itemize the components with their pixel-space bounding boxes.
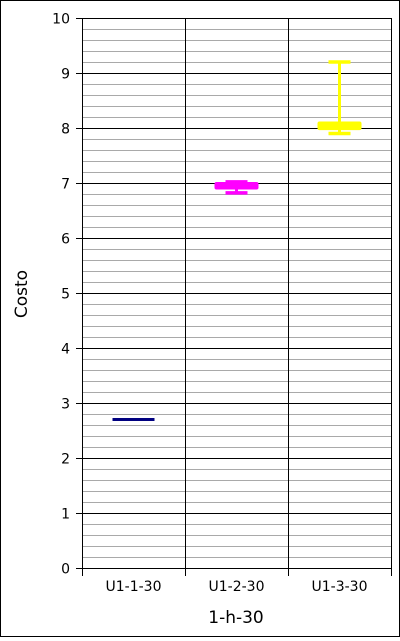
y-tick-label: 9: [61, 67, 70, 83]
y-tick-label: 6: [61, 232, 70, 248]
grid: [76, 18, 391, 569]
axes: 0 1 2 3 4 5 6 7 8 9 10 U1-1-30 U1-2-30 U1-3-30: [52, 12, 392, 595]
y-tick-label: 1: [61, 507, 70, 523]
x-axis-label: 1-h-30: [208, 608, 264, 628]
x-tick-label: U1-3-30: [312, 579, 368, 595]
box-U1-3-30: [317, 60, 362, 136]
boxes: [112, 60, 362, 421]
y-tick-label: 8: [61, 122, 70, 138]
y-tick-label: 4: [61, 342, 70, 358]
box-U1-2-30: [214, 180, 259, 195]
y-tick-label: 10: [52, 12, 70, 28]
x-tick-label: U1-1-30: [106, 579, 162, 595]
y-tick-label: 0: [61, 562, 70, 578]
y-tick-label: 3: [61, 397, 70, 413]
y-tick-label: 7: [61, 177, 70, 193]
x-tick-label: U1-2-30: [209, 579, 265, 595]
y-tick-label: 5: [61, 287, 70, 303]
y-axis-label: Costo: [12, 270, 32, 318]
y-tick-label: 2: [61, 452, 70, 468]
